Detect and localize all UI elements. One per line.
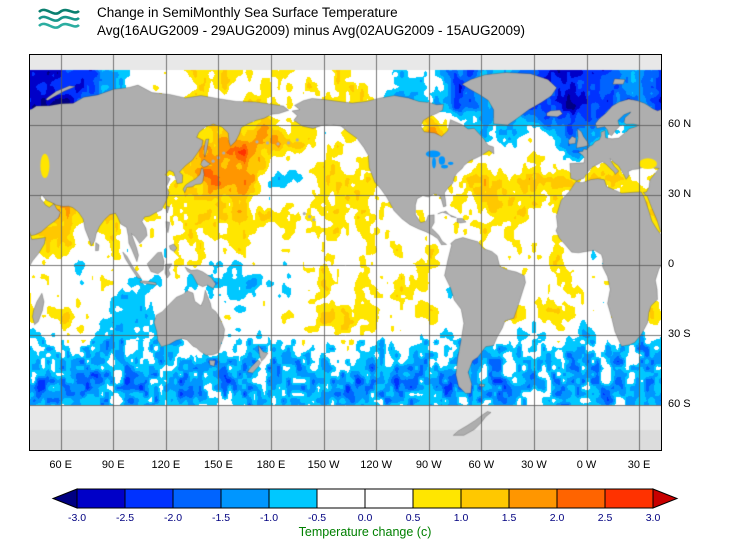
colorbar-segment — [124, 488, 174, 509]
colorbar-tick-label: 2.5 — [597, 512, 613, 524]
logo-wave-3 — [38, 22, 80, 29]
colorbar-tick-label: 3.0 — [645, 512, 661, 524]
colorbar-segment — [460, 488, 510, 509]
logo-wave-1 — [38, 8, 80, 15]
colorbar-caption: Temperature change (c) — [298, 525, 432, 539]
colorbar-tick-label: -3.0 — [67, 512, 87, 524]
colorbar-tick-label: 0.0 — [357, 512, 373, 524]
logo-wave-2 — [38, 15, 80, 22]
colorbar-tick-label: 0.5 — [405, 512, 421, 524]
colorbar-segment — [364, 488, 414, 509]
colorbar-tick-label: 1.0 — [453, 512, 469, 524]
lon-tick-label: 90 W — [415, 459, 442, 471]
lon-tick-label: 120 W — [360, 459, 393, 471]
lon-tick-label: 180 E — [256, 459, 286, 471]
colorbar-arrow-right — [652, 488, 679, 509]
colorbar-segment — [220, 488, 270, 509]
chart-title: Change in SemiMonthly Sea Surface Temper… — [97, 5, 398, 20]
lon-tick-label: 90 E — [101, 459, 125, 471]
chart-subtitle: Avg(16AUG2009 - 29AUG2009) minus Avg(02A… — [97, 23, 525, 38]
sst-anomaly-map-canvas — [30, 55, 661, 450]
lon-tick-label: 150 W — [307, 459, 340, 471]
colorbar-segment — [604, 488, 654, 509]
lat-tick-label: 60 N — [668, 118, 692, 130]
lon-tick-label: 0 W — [576, 459, 597, 471]
lon-tick-label: 150 E — [204, 459, 233, 471]
colorbar-segment — [172, 488, 222, 509]
colorbar-segment — [556, 488, 606, 509]
world-map-panel — [29, 54, 662, 451]
colorbar-tick-label: -2.5 — [115, 512, 135, 524]
colorbar-tick-label: -1.5 — [211, 512, 231, 524]
lon-tick-label: 30 E — [627, 459, 651, 471]
colorbar-segment — [316, 488, 366, 509]
lon-tick-label: 120 E — [151, 459, 181, 471]
colorbar-tick-label: 2.0 — [549, 512, 565, 524]
chart-header: Change in SemiMonthly Sea Surface Temper… — [97, 4, 525, 40]
colorbar-tick-label: -2.0 — [163, 512, 183, 524]
colorbar-segment — [268, 488, 318, 509]
lat-tick-label: 0 — [668, 258, 675, 270]
colorbar-arrow-left — [51, 488, 78, 509]
lat-tick-label: 60 S — [668, 398, 691, 410]
colorbar-segment — [412, 488, 462, 509]
colorbar-tick-label: 1.5 — [501, 512, 517, 524]
colorbar — [51, 488, 679, 509]
lat-tick-label: 30 S — [668, 328, 691, 340]
lon-tick-label: 30 W — [521, 459, 547, 471]
lat-tick-label: 30 N — [668, 188, 692, 200]
lon-tick-label: 60 E — [49, 459, 72, 471]
colorbar-segment — [508, 488, 558, 509]
colorbar-tick-label: -0.5 — [307, 512, 327, 524]
colorbar-tick-label: -1.0 — [259, 512, 279, 524]
noaa-wave-logo — [38, 8, 80, 29]
lon-tick-label: 60 W — [468, 459, 495, 471]
colorbar-segment — [76, 488, 126, 509]
